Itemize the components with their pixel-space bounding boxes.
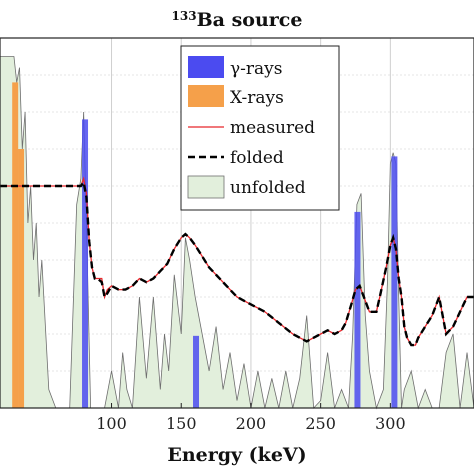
measured-series [0, 176, 474, 346]
legend-entry-measured-label: measured [230, 118, 315, 138]
xray-line-1 [18, 149, 25, 408]
line-markers [12, 82, 398, 409]
x-tick-label-250: 250 [305, 414, 336, 433]
x-tick-label-200: 200 [236, 414, 267, 433]
x-tick-label-300: 300 [375, 414, 406, 433]
legend-entry-xrays-label: X-rays [230, 88, 284, 108]
x-axis-title: Energy (keV) [167, 444, 306, 466]
chart-title-superscript: 133 [172, 9, 197, 23]
folded-line [0, 179, 474, 347]
measured-line [0, 176, 474, 346]
chart-title-main: Ba source [197, 9, 303, 31]
chart-title: 133Ba source [172, 9, 303, 31]
legend: γ-rays X-rays measured folded unfolded [180, 45, 340, 211]
xray-line-0 [12, 82, 19, 409]
x-tick-labels: 100 150 200 250 300 [96, 403, 406, 433]
x-tick-label-150: 150 [166, 414, 197, 433]
gamma-line-2 [354, 211, 361, 408]
legend-entry-rays-swatch [188, 56, 224, 78]
plot-frame [0, 37, 474, 409]
gamma-line-3 [391, 156, 398, 408]
gamma-line-0 [82, 119, 89, 409]
legend-entry-rays-label: γ-rays [230, 59, 283, 79]
gamma-line-1 [193, 335, 200, 408]
legend-entry-xrays-swatch [188, 85, 224, 107]
x-tick-label-100: 100 [96, 414, 127, 433]
legend-entry-unfolded-label: unfolded [230, 178, 306, 198]
legend-entry-folded-label: folded [230, 148, 284, 168]
legend-entry-unfolded-swatch [187, 175, 225, 199]
folded-series [0, 179, 474, 347]
